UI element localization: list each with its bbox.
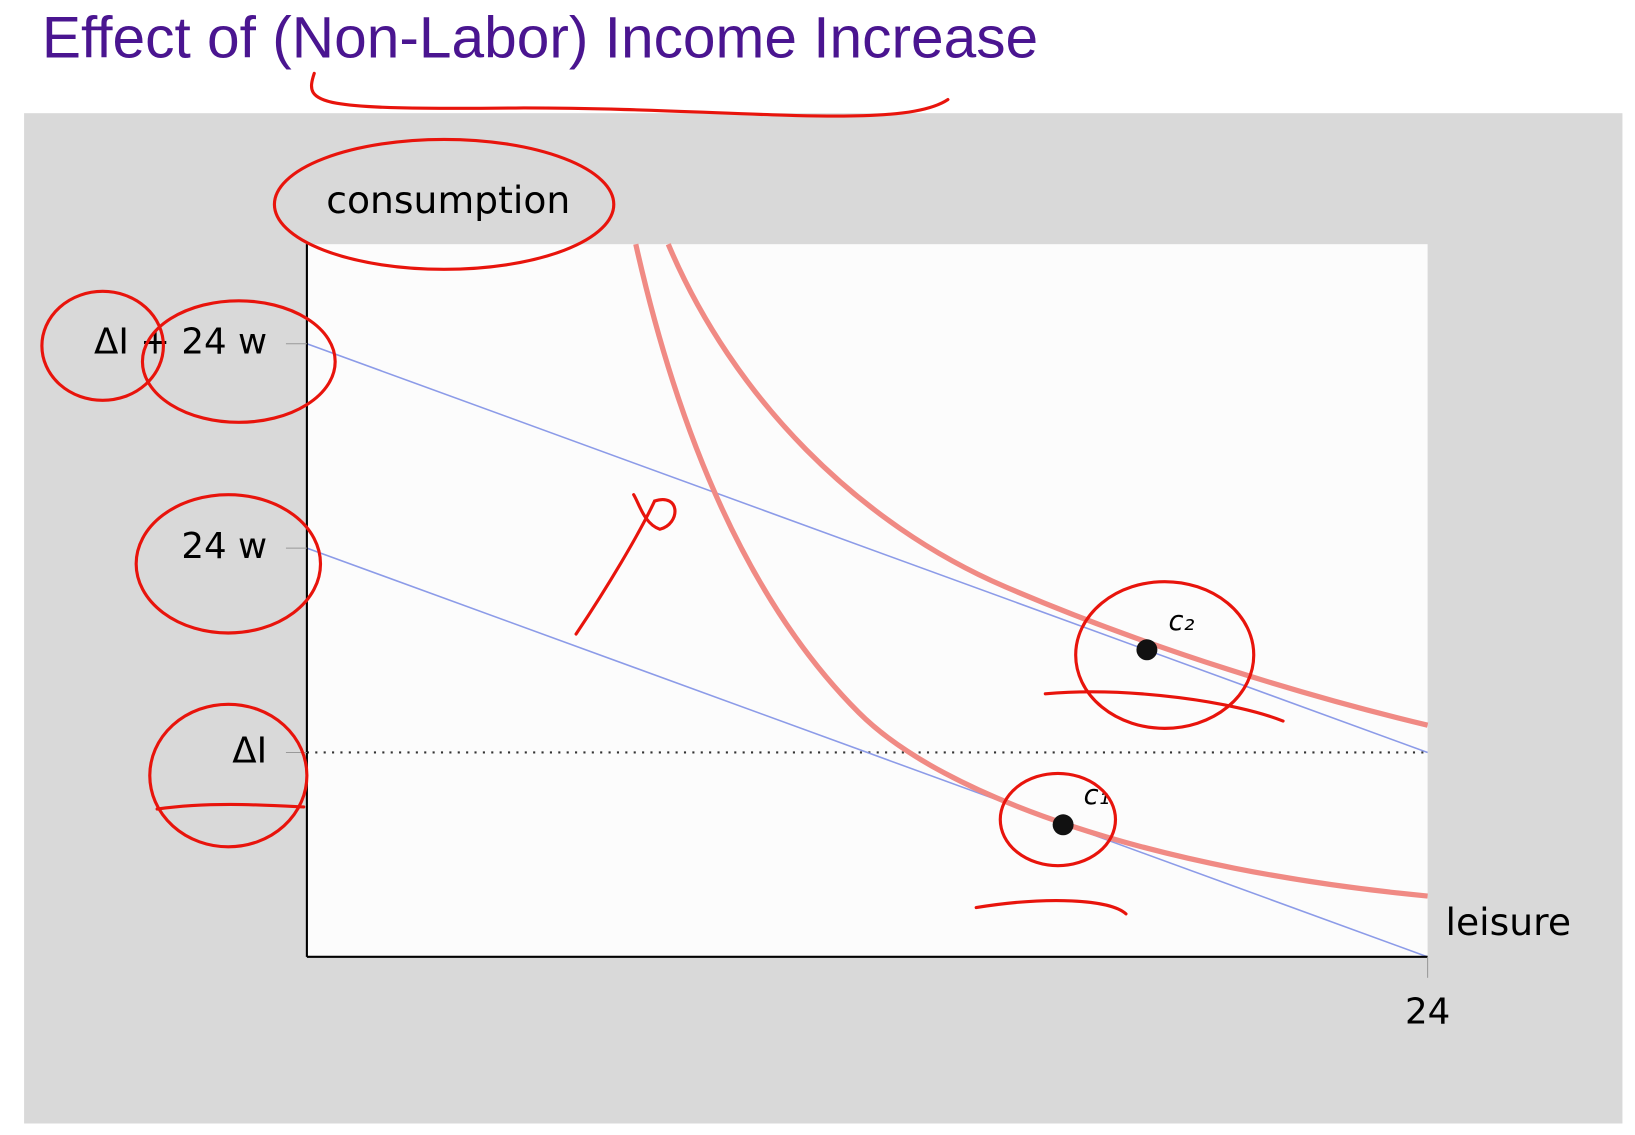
y-tick-label: ΔI + 24 w (94, 322, 267, 363)
y-tick-label: ΔI (232, 730, 267, 771)
annotations (40, 71, 1285, 916)
budget-line-old (306, 547, 1428, 958)
point (1052, 814, 1074, 836)
indifference-curve-2 (665, 243, 1429, 728)
x-tick-label: 24 (1405, 991, 1450, 1032)
point-label: c₂ (1169, 606, 1195, 637)
y-axis-label: consumption (326, 178, 570, 222)
indifference-curve-1 (633, 243, 1428, 899)
y-tick-label: 24 w (181, 526, 267, 567)
x-axis-label: leisure (1446, 900, 1572, 944)
plot-area (306, 244, 1428, 957)
slide-title: Effect of (Non-Labor) Income Increase (42, 5, 1038, 70)
budget-line-new (306, 343, 1428, 754)
point (1136, 639, 1158, 661)
